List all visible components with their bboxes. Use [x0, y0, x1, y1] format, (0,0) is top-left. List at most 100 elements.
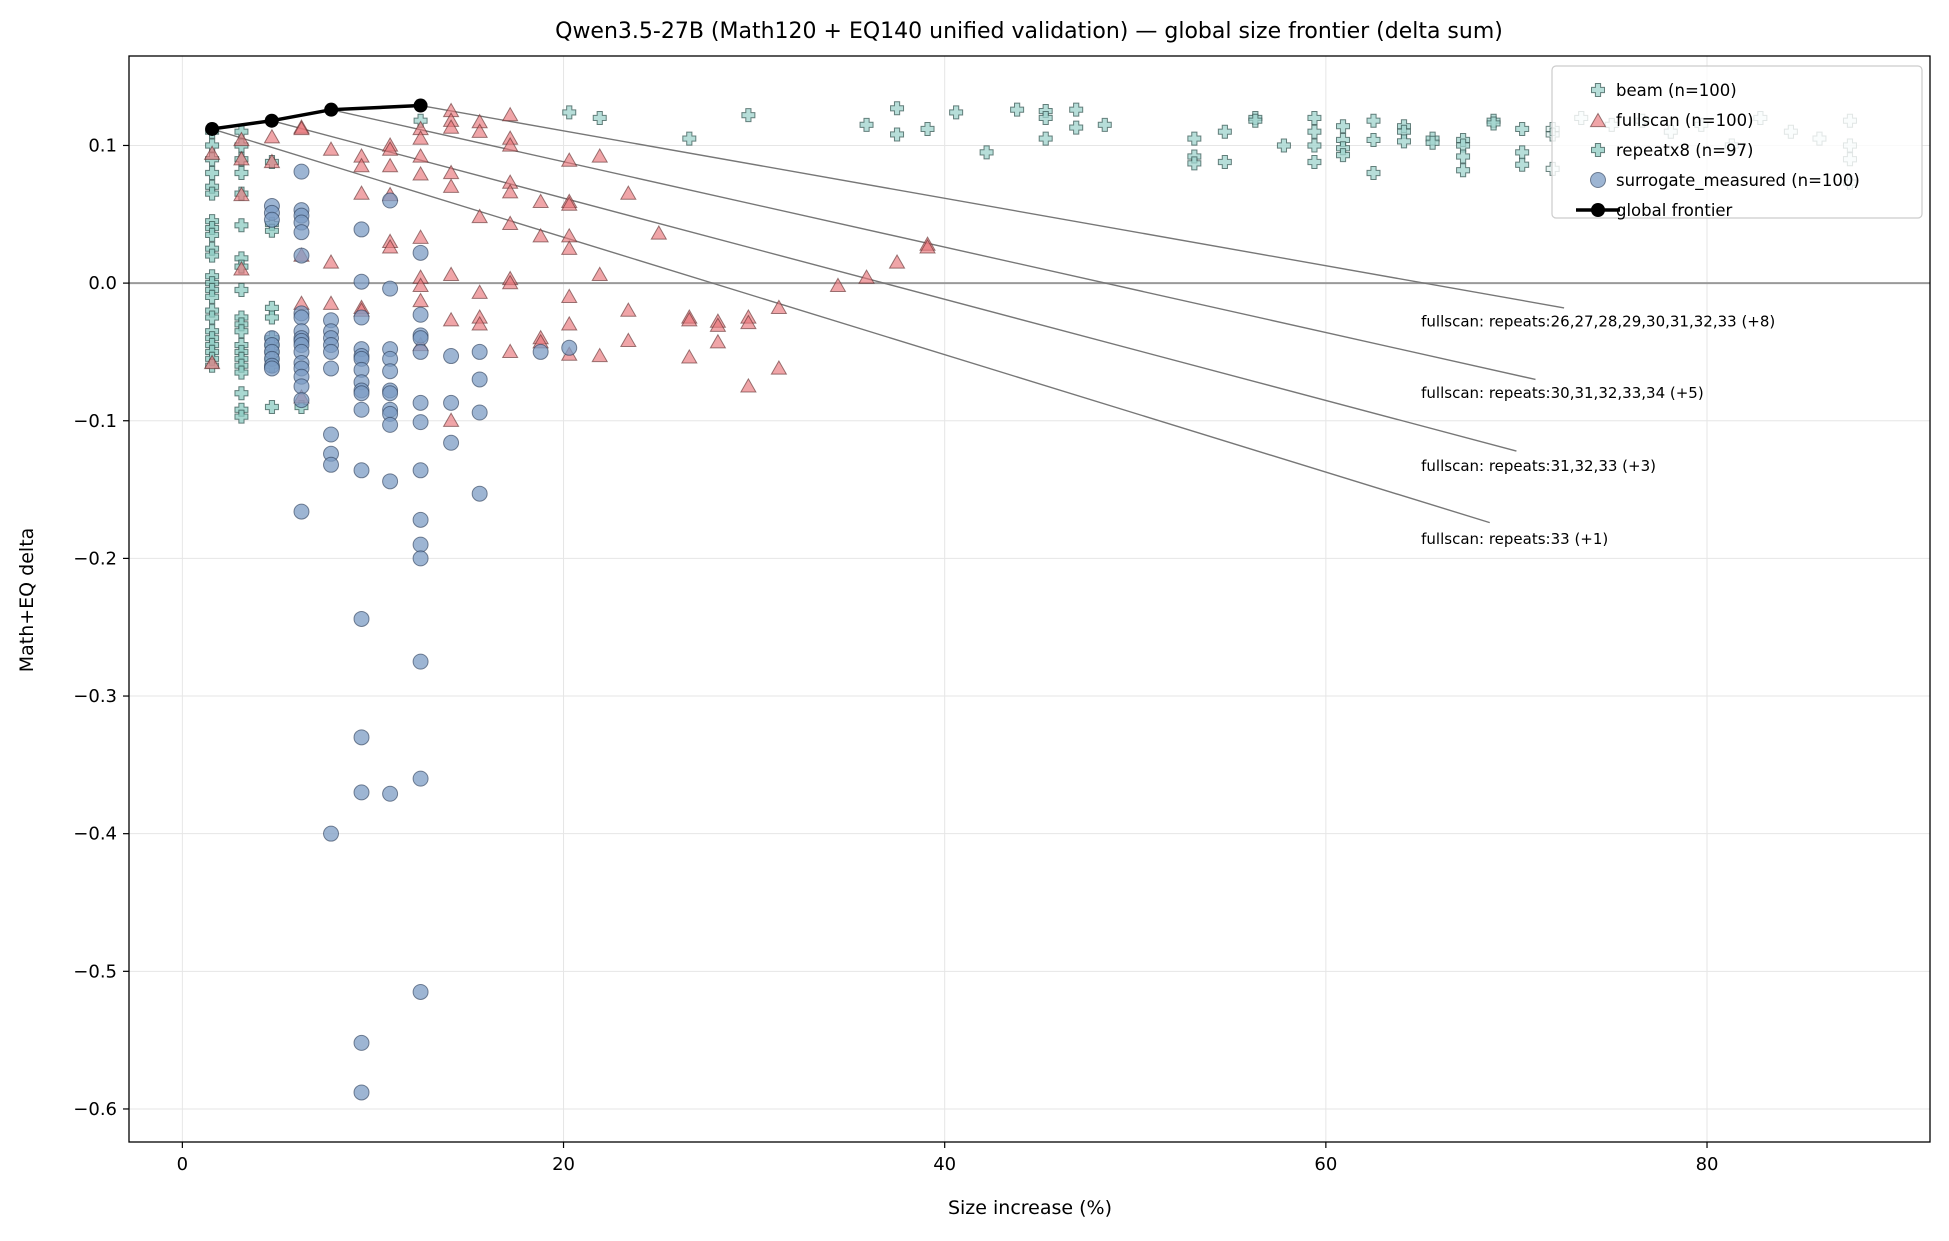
legend-circle-icon: [1590, 172, 1606, 188]
data-point-circle: [382, 363, 399, 380]
data-point-triangle: [770, 359, 788, 375]
legend-plus-icon: [1591, 143, 1605, 157]
series-surrogate_measured: [263, 163, 578, 1101]
data-point-plus: [1515, 157, 1530, 172]
data-point-triangle: [740, 377, 757, 393]
data-point-plus: [205, 186, 220, 201]
data-point-plus: [1456, 149, 1471, 164]
data-point-triangle: [233, 186, 250, 202]
data-point-triangle: [412, 277, 429, 292]
data-point-triangle: [619, 185, 637, 200]
data-point-circle: [353, 221, 370, 238]
data-point-plus: [234, 218, 249, 233]
x-tick-label: 20: [552, 1154, 575, 1175]
data-point-plus: [234, 165, 249, 180]
y-tick-label: −0.4: [73, 824, 117, 845]
data-point-plus: [1307, 138, 1322, 153]
data-point-triangle: [560, 240, 578, 255]
data-point-circle: [293, 247, 310, 264]
data-point-triangle: [322, 295, 340, 310]
data-point-plus: [1486, 116, 1501, 131]
data-point-triangle: [353, 185, 370, 200]
data-point-plus: [1425, 135, 1440, 150]
data-point-triangle: [412, 165, 429, 181]
data-point-plus: [1366, 165, 1381, 180]
legend: beam (n=100) fullscan (n=100) repeatx8 (n=…: [1551, 65, 1923, 220]
data-point-circle: [561, 339, 578, 356]
data-point-triangle: [501, 183, 519, 199]
data-point-plus: [205, 165, 220, 180]
data-point-circle: [293, 503, 310, 520]
data-point-plus: [1456, 163, 1471, 178]
data-point-triangle: [532, 227, 550, 243]
data-point-triangle: [501, 136, 519, 152]
grid: [129, 56, 1930, 1142]
y-tick-label: 0.1: [88, 135, 117, 156]
data-point-plus: [234, 324, 249, 339]
legend-label: repeatx8 (n=97): [1616, 141, 1753, 160]
data-point-circle: [412, 343, 429, 360]
data-point-circle: [412, 394, 429, 411]
data-point-circle: [382, 785, 399, 802]
data-point-triangle: [829, 277, 847, 292]
data-point-triangle: [412, 229, 429, 244]
series-global-frontier: [205, 98, 428, 136]
data-point-circle: [412, 983, 429, 1000]
data-point-plus: [1515, 145, 1530, 160]
data-point-plus: [1069, 102, 1084, 117]
annotation-label: fullscan: repeats:30,31,32,33,34 (+5): [1421, 384, 1704, 402]
data-point-plus: [741, 108, 756, 123]
data-point-triangle: [560, 152, 578, 167]
data-point-circle: [353, 610, 370, 627]
data-point-plus: [264, 223, 279, 238]
data-point-triangle: [560, 196, 578, 211]
data-point-triangle: [412, 292, 429, 308]
data-point-circle: [382, 192, 399, 209]
annotation-leader-line: [331, 108, 1536, 381]
data-point-triangle: [770, 299, 788, 315]
data-point-plus: [205, 310, 220, 325]
data-marks: [203, 98, 1857, 1101]
data-point-circle: [293, 163, 310, 180]
data-point-triangle: [203, 145, 221, 160]
data-point-circle: [412, 536, 429, 553]
data-point-circle: [263, 211, 280, 228]
data-point-triangle: [263, 153, 281, 169]
data-point-plus: [264, 310, 279, 325]
data-point-triangle: [471, 208, 489, 224]
data-point-circle: [353, 401, 370, 418]
data-point-triangle: [650, 225, 668, 240]
data-point-triangle: [233, 131, 250, 147]
x-axis-label: Size increase (%): [948, 1197, 1112, 1219]
data-point-circle: [323, 456, 340, 473]
series-fullscan: [203, 102, 936, 427]
data-point-plus: [1069, 120, 1084, 135]
data-point-circle: [382, 385, 399, 402]
data-point-circle: [382, 416, 399, 433]
data-point-triangle: [442, 412, 460, 427]
data-point-circle: [382, 473, 399, 490]
data-point-plus: [234, 365, 249, 380]
data-point-plus: [1336, 148, 1351, 163]
data-point-circle: [412, 550, 429, 567]
data-point-circle: [353, 385, 370, 402]
data-point-triangle: [501, 106, 519, 122]
data-point-triangle: [471, 123, 489, 138]
data-point-circle: [323, 343, 340, 360]
x-tick-label: 0: [177, 1154, 188, 1175]
data-point-plus: [592, 110, 607, 125]
data-point-triangle: [709, 333, 727, 349]
data-point-plus: [205, 289, 220, 304]
data-point-plus: [234, 409, 249, 424]
y-tick-label: 0.0: [88, 273, 117, 294]
data-point-circle: [353, 1084, 370, 1101]
data-point-plus: [949, 105, 964, 120]
data-point-circle: [412, 414, 429, 431]
data-point-circle: [353, 309, 370, 326]
data-point-circle: [353, 273, 370, 290]
data-point-plus: [1097, 117, 1112, 132]
chart-title: Qwen3.5-27B (Math120 + EQ140 unified val…: [555, 19, 1503, 44]
axis-ticks: 0 20 40 60 80 0.1 0.0 −0.1 −0.2 −0.3 −0.4 −0.5 −0.6: [73, 135, 1718, 1175]
series-repeatx8: [205, 124, 309, 424]
